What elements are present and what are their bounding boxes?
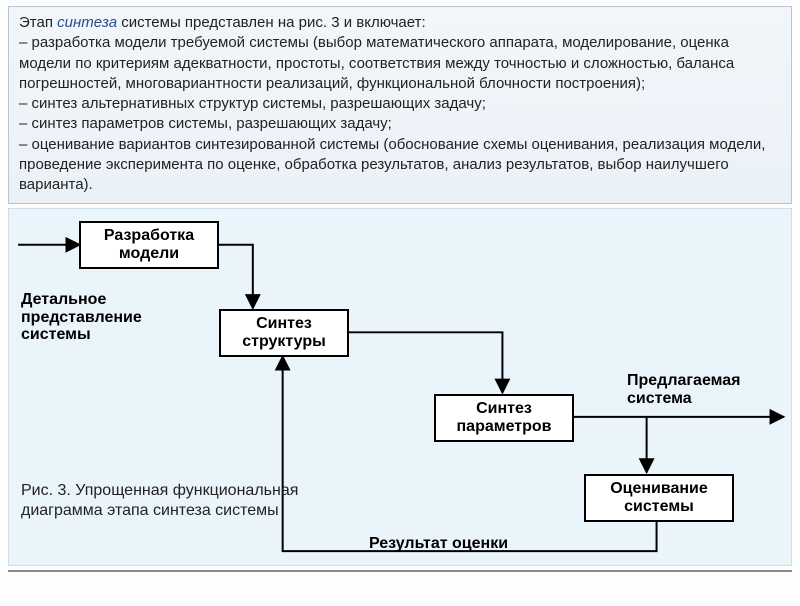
node-model-dev: Разработкамодели (79, 221, 219, 269)
lead-line: Этап синтеза системы представлен на рис.… (19, 13, 781, 33)
label-feedback: Результат оценки (369, 535, 589, 553)
figure-caption-text: Рис. 3. Упрощенная функциональнаядиаграм… (21, 482, 298, 519)
lead-suffix: системы представлен на рис. 3 и включает… (117, 14, 426, 31)
synthesis-text-panel: Этап синтеза системы представлен на рис.… (8, 6, 792, 204)
bullet-1: – разработка модели требуемой системы (в… (19, 33, 781, 94)
label-feedback-text: Результат оценки (369, 535, 508, 552)
lead-prefix: Этап (19, 14, 57, 31)
node-param-synth: Синтезпараметров (434, 394, 574, 442)
edge-n2-n3 (348, 333, 502, 394)
edge-n1-n2 (219, 245, 253, 309)
lead-em: синтеза (57, 14, 117, 31)
node-param-synth-label: Синтезпараметров (457, 400, 552, 437)
node-model-dev-label: Разработкамодели (104, 227, 194, 264)
label-input: Детальноепредставлениесистемы (21, 291, 191, 344)
node-structure-synth-label: Синтезструктуры (242, 315, 326, 352)
label-output-text: Предлагаемаясистема (627, 372, 741, 407)
bullet-4: – оценивание вариантов синтезированной с… (19, 135, 781, 196)
node-structure-synth: Синтезструктуры (219, 309, 349, 357)
bullet-2: – синтез альтернативных структур системы… (19, 94, 781, 114)
bullet-3: – синтез параметров системы, разрешающих… (19, 114, 781, 134)
node-evaluation-label: Оцениваниесистемы (610, 480, 708, 517)
bottom-rule (8, 570, 792, 572)
label-output: Предлагаемаясистема (627, 372, 787, 407)
figure-caption: Рис. 3. Упрощенная функциональнаядиаграм… (21, 481, 351, 521)
node-evaluation: Оцениваниесистемы (584, 474, 734, 522)
label-input-text: Детальноепредставлениесистемы (21, 291, 142, 343)
diagram-panel: Разработкамодели Синтезструктуры Синтезп… (8, 208, 792, 566)
